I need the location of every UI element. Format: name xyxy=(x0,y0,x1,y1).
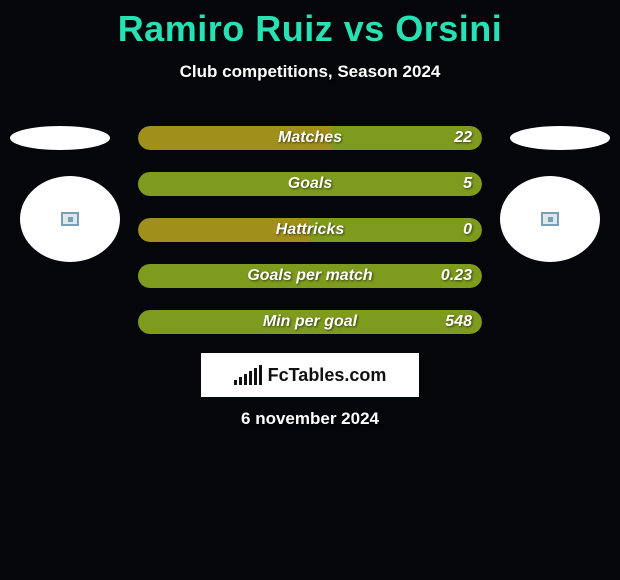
logo-box: FcTables.com xyxy=(201,353,419,397)
page-title: Ramiro Ruiz vs Orsini xyxy=(0,0,620,50)
player-right-avatar xyxy=(500,176,600,262)
bar-label: Min per goal xyxy=(263,313,357,331)
bar-label: Matches xyxy=(278,129,342,147)
stat-bar: Hattricks 0 xyxy=(138,218,482,242)
logo-bar xyxy=(254,368,257,385)
stat-bars: Matches 22 Goals 5 Hattricks 0 Goals per match… xyxy=(138,126,482,356)
bar-value-right: 5 xyxy=(463,175,472,193)
logo-bar xyxy=(244,374,247,385)
bar-value-right: 0 xyxy=(463,221,472,239)
stat-bar: Goals per match 0.23 xyxy=(138,264,482,288)
stat-bar: Goals 5 xyxy=(138,172,482,196)
bar-value-right: 0.23 xyxy=(441,267,472,285)
bar-label: Hattricks xyxy=(276,221,344,239)
logo-bar xyxy=(249,371,252,385)
ellipse-left xyxy=(10,126,110,150)
date: 6 november 2024 xyxy=(0,409,620,429)
bar-value-right: 22 xyxy=(454,129,472,147)
infographic-root: Ramiro Ruiz vs Orsini Club competitions,… xyxy=(0,0,620,580)
image-placeholder-icon xyxy=(61,212,79,226)
player-left-avatar xyxy=(20,176,120,262)
logo-bar xyxy=(234,380,237,385)
bar-label: Goals xyxy=(288,175,332,193)
logo-bar xyxy=(239,377,242,385)
logo-bar xyxy=(259,365,262,385)
image-placeholder-icon xyxy=(541,212,559,226)
bar-value-right: 548 xyxy=(445,313,472,331)
stat-bar: Min per goal 548 xyxy=(138,310,482,334)
ellipse-right xyxy=(510,126,610,150)
bar-label: Goals per match xyxy=(247,267,372,285)
logo-bars-icon xyxy=(234,365,262,385)
stat-bar: Matches 22 xyxy=(138,126,482,150)
subtitle: Club competitions, Season 2024 xyxy=(0,62,620,82)
logo-text: FcTables.com xyxy=(268,365,387,386)
